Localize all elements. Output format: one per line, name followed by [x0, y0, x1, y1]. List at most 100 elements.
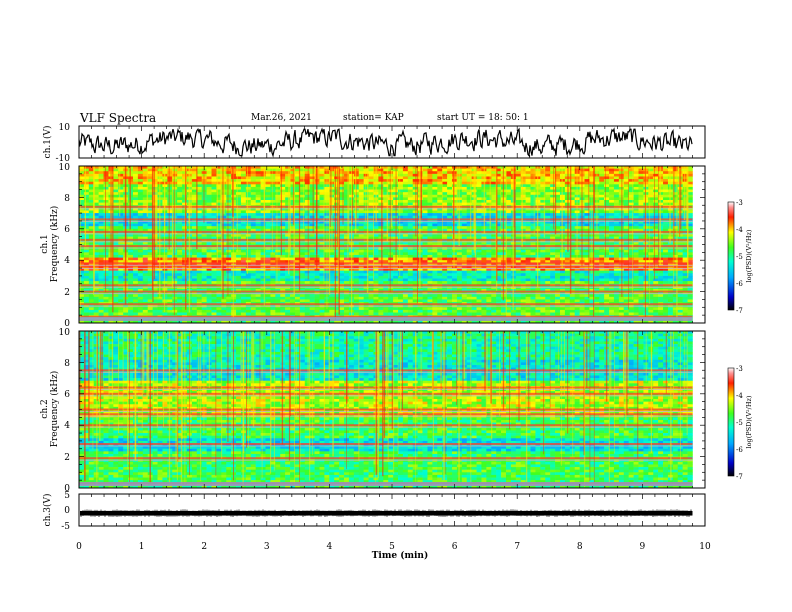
- spectrogram-cell: [304, 228, 310, 232]
- spectrogram-cell: [628, 207, 634, 211]
- spectrogram-cell: [525, 213, 531, 217]
- spectrogram-cell: [275, 194, 281, 198]
- spectrogram-cell: [555, 223, 561, 227]
- spectrogram-cell: [236, 181, 242, 185]
- spectrogram-cell: [226, 241, 232, 245]
- spectrogram-cell: [147, 186, 153, 190]
- spectrogram-cell: [555, 173, 561, 177]
- spectrogram-cell: [476, 166, 482, 169]
- spectrogram-cell: [402, 257, 409, 261]
- spectrogram-cell: [294, 176, 301, 180]
- spectrogram-cell: [147, 236, 153, 240]
- spectrogram-cell: [422, 168, 428, 172]
- spectrogram-cell: [476, 200, 482, 203]
- spectrogram-cell: [211, 189, 217, 193]
- spectrogram-cell: [427, 189, 433, 193]
- spectrogram-cell: [265, 176, 271, 180]
- spectrogram-cell: [555, 210, 561, 214]
- spectrogram-cell: [633, 260, 639, 264]
- spectrogram-cell: [137, 168, 144, 172]
- spectrogram-cell: [137, 260, 144, 264]
- spectrogram-cell: [270, 184, 276, 188]
- spectrogram-cell: [687, 192, 693, 196]
- spectrogram-cell: [550, 220, 556, 224]
- spectrogram-cell: [663, 181, 669, 185]
- spectrogram-cell: [427, 197, 433, 201]
- spectrogram-cell: [663, 176, 669, 180]
- spectrogram-cell: [118, 223, 124, 227]
- spectrogram-cell: [167, 257, 173, 261]
- spectrogram-cell: [383, 181, 389, 185]
- spectrogram-cell: [137, 179, 144, 182]
- spectrogram-cell: [452, 249, 458, 253]
- spectrogram-cell: [147, 194, 153, 198]
- spectrogram-cell: [368, 179, 374, 182]
- spectrogram-cell: [432, 249, 438, 253]
- spectrogram-cell: [407, 223, 414, 227]
- spectrogram-cell: [319, 197, 325, 201]
- spectrogram-cell: [466, 220, 472, 224]
- spectrogram-cell: [555, 200, 561, 203]
- spectrogram-cell: [412, 252, 418, 256]
- spectrogram-cell: [550, 192, 556, 196]
- spectrogram-cell: [638, 200, 644, 203]
- spectrogram-cell: [334, 207, 340, 211]
- spectrogram-cell: [638, 234, 644, 237]
- spectrogram-cell: [339, 197, 345, 201]
- spectrogram-cell: [496, 184, 502, 188]
- spectrogram-cell: [604, 236, 610, 240]
- spectrogram-cell: [653, 236, 659, 240]
- spectrogram-cell: [142, 192, 149, 196]
- spectrogram-cell: [113, 176, 119, 180]
- spectrogram-cell: [447, 181, 453, 185]
- spectrogram-cell: [476, 213, 482, 217]
- spectrogram-cell: [402, 181, 409, 185]
- spectrogram-cell: [530, 173, 536, 177]
- spectrogram-cell: [137, 176, 144, 180]
- spectrogram-cell: [265, 257, 271, 261]
- spectrogram-cell: [452, 260, 458, 264]
- spectrogram-cell: [137, 228, 144, 232]
- spectrogram-cell: [609, 249, 615, 253]
- spectrogram-cell: [628, 176, 634, 180]
- spectrogram-cell: [319, 192, 325, 196]
- spectrogram-cell: [211, 241, 217, 245]
- spectrogram-cell: [412, 202, 418, 206]
- spectrogram-cell: [555, 213, 561, 217]
- spectrogram-cell: [255, 189, 261, 193]
- spectrogram-cell: [339, 171, 345, 175]
- spectrogram-cell: [128, 236, 134, 240]
- spectrogram-cell: [471, 257, 477, 261]
- spectrogram-cell: [339, 168, 345, 172]
- spectrogram-cell: [466, 189, 472, 193]
- spectrogram-cell: [177, 173, 183, 177]
- spectrogram-cell: [309, 249, 315, 253]
- spectrogram-cell: [466, 241, 472, 245]
- spectrogram-cell: [525, 181, 531, 185]
- spectrogram-cell: [412, 197, 418, 201]
- spectrogram-cell: [427, 228, 433, 232]
- spectrogram-cell: [476, 176, 482, 180]
- spectrogram-cell: [216, 223, 222, 227]
- spectrogram-cell: [628, 252, 634, 256]
- spectrogram-cell: [486, 184, 492, 188]
- spectrogram-cell: [299, 197, 306, 201]
- spectrogram-cell: [604, 184, 610, 188]
- spectrogram-cell: [388, 220, 394, 224]
- spectrogram-cell: [299, 192, 306, 196]
- spectrogram-cell: [447, 220, 453, 224]
- spectrogram-cell: [481, 236, 487, 240]
- spectrogram-cell: [412, 220, 418, 224]
- spectrogram-cell: [594, 241, 600, 245]
- spectrogram-cell: [358, 186, 364, 190]
- spectrogram-cell: [132, 181, 139, 185]
- spectrogram-cell: [245, 210, 252, 214]
- spectrogram-cell: [118, 171, 124, 175]
- spectrogram-cell: [319, 215, 325, 219]
- spectrogram-cell: [363, 260, 369, 264]
- spectrogram-cell: [383, 166, 389, 169]
- spectrogram-cell: [255, 215, 261, 219]
- spectrogram-cell: [663, 213, 669, 217]
- spectrogram-cell: [196, 260, 202, 264]
- spectrogram-cell: [672, 186, 679, 190]
